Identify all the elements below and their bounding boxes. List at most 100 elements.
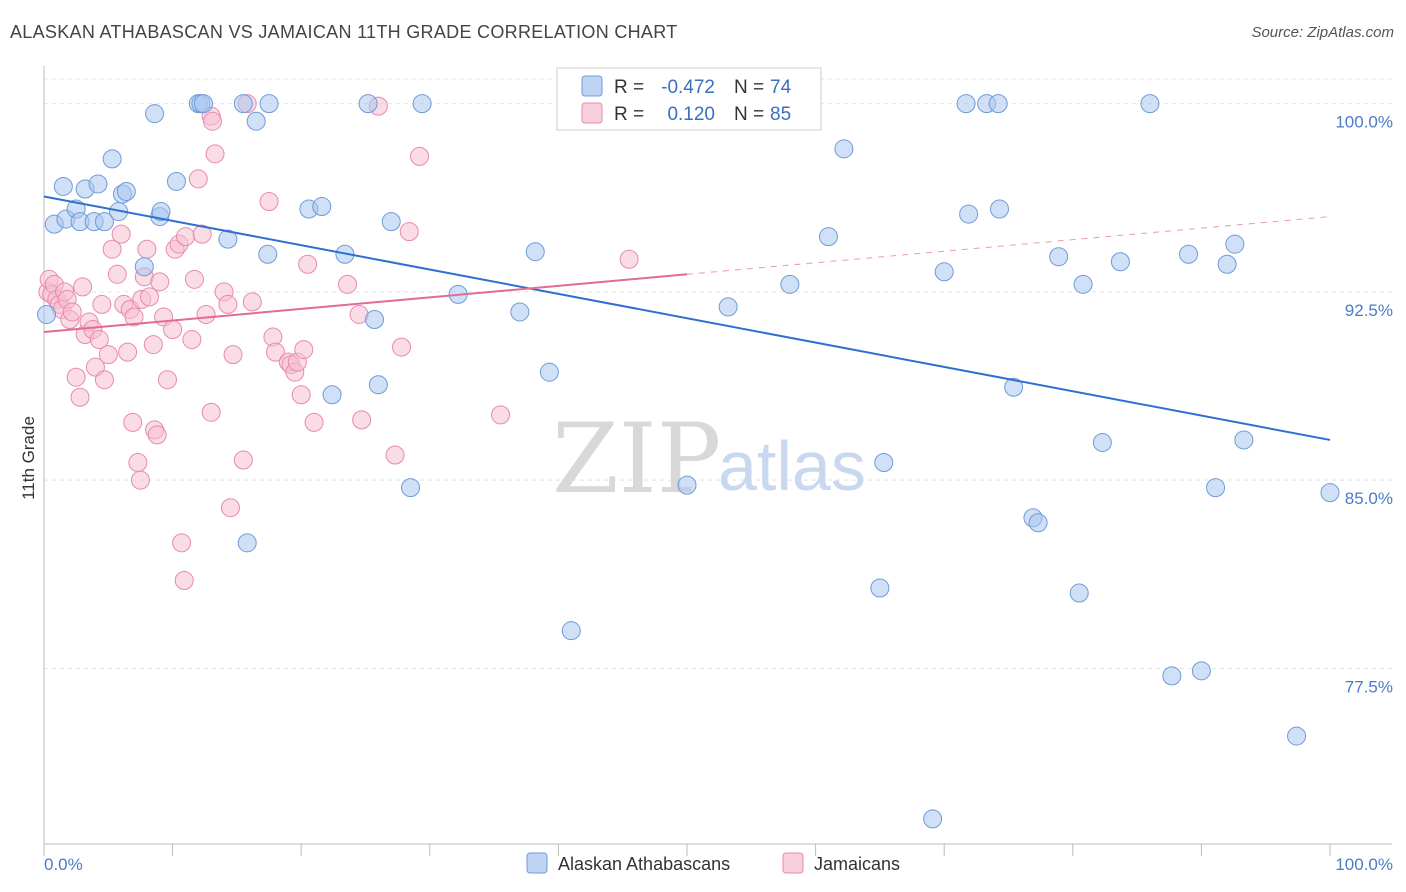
watermark: ZIP atlas bbox=[552, 403, 866, 515]
data-point-athabascans bbox=[1092, 432, 1112, 452]
data-point-athabascans bbox=[88, 174, 108, 194]
data-point-athabascans bbox=[166, 171, 186, 191]
data-point-athabascans bbox=[1191, 661, 1211, 681]
x-tick-label: 100.0% bbox=[1335, 855, 1393, 874]
legend-swatch-blue bbox=[581, 75, 603, 97]
data-point-jamaicans bbox=[147, 425, 167, 445]
series-jamaicans-points bbox=[38, 94, 639, 590]
data-point-jamaicans bbox=[491, 405, 511, 425]
data-point-athabascans bbox=[561, 621, 581, 641]
data-point-jamaicans bbox=[202, 111, 222, 131]
data-point-athabascans bbox=[381, 212, 401, 232]
legend-swatch-pink bbox=[581, 102, 603, 124]
data-point-jamaicans bbox=[184, 269, 204, 289]
data-point-athabascans bbox=[874, 453, 894, 473]
bottom-legend-swatch-blue bbox=[526, 852, 548, 874]
bottom-legend-label-jamaicans: Jamaicans bbox=[814, 854, 900, 874]
data-point-athabascans bbox=[988, 94, 1008, 114]
data-point-jamaicans bbox=[223, 345, 243, 365]
stats-legend: R = -0.472 N = 74 R = 0.120 N = 85 bbox=[556, 67, 822, 131]
data-point-jamaicans bbox=[188, 169, 208, 189]
data-point-jamaicans bbox=[291, 385, 311, 405]
data-point-jamaicans bbox=[242, 292, 262, 312]
data-point-jamaicans bbox=[304, 412, 324, 432]
data-point-athabascans bbox=[322, 385, 342, 405]
data-point-jamaicans bbox=[192, 224, 212, 244]
data-point-athabascans bbox=[510, 302, 530, 322]
data-point-jamaicans bbox=[175, 227, 195, 247]
data-point-jamaicans bbox=[143, 335, 163, 355]
data-point-athabascans bbox=[358, 94, 378, 114]
data-point-jamaicans bbox=[385, 445, 405, 465]
data-point-jamaicans bbox=[150, 272, 170, 292]
data-point-jamaicans bbox=[196, 304, 216, 324]
data-point-athabascans bbox=[237, 533, 257, 553]
bottom-legend-swatch-pink bbox=[782, 852, 804, 874]
data-point-jamaicans bbox=[265, 342, 285, 362]
data-point-jamaicans bbox=[62, 302, 82, 322]
data-point-athabascans bbox=[1162, 666, 1182, 686]
data-point-athabascans bbox=[818, 227, 838, 247]
data-point-jamaicans bbox=[337, 274, 357, 294]
legend-r-value-2: 0.120 bbox=[667, 104, 715, 125]
bottom-legend-label-athabascans: Alaskan Athabascans bbox=[558, 854, 730, 874]
legend-n-label-1: N = bbox=[734, 77, 764, 98]
data-point-athabascans bbox=[412, 94, 432, 114]
data-point-athabascans bbox=[539, 362, 559, 382]
data-point-jamaicans bbox=[130, 470, 150, 490]
y-tick-label: 77.5% bbox=[1345, 677, 1393, 696]
data-point-jamaicans bbox=[172, 533, 192, 553]
data-point-athabascans bbox=[989, 199, 1009, 219]
data-point-athabascans bbox=[193, 94, 213, 114]
legend-r-label-1: R = bbox=[614, 77, 644, 98]
data-point-athabascans bbox=[956, 94, 976, 114]
data-point-athabascans bbox=[145, 104, 165, 124]
data-point-athabascans bbox=[1028, 513, 1048, 533]
data-point-jamaicans bbox=[220, 498, 240, 518]
y-tick-label: 92.5% bbox=[1345, 301, 1393, 320]
source-credit: Source: ZipAtlas.com bbox=[1251, 24, 1394, 41]
trend-lines bbox=[43, 195, 1331, 441]
data-point-athabascans bbox=[870, 578, 890, 598]
data-point-athabascans bbox=[102, 149, 122, 169]
data-point-athabascans bbox=[401, 478, 421, 498]
legend-r-value-1: -0.472 bbox=[661, 77, 715, 98]
data-point-jamaicans bbox=[118, 342, 138, 362]
data-point-athabascans bbox=[259, 94, 279, 114]
data-point-athabascans bbox=[834, 139, 854, 159]
y-tick-labels: 100.0% 92.5% 85.0% 77.5% bbox=[1335, 113, 1393, 697]
data-point-jamaicans bbox=[73, 277, 93, 297]
series-legend: Alaskan Athabascans Jamaicans bbox=[526, 852, 900, 874]
data-point-athabascans bbox=[1206, 478, 1226, 498]
data-point-jamaicans bbox=[107, 264, 127, 284]
y-tick-label: 85.0% bbox=[1345, 489, 1393, 508]
trend-line-jamaicans bbox=[43, 273, 688, 334]
data-point-athabascans bbox=[246, 111, 266, 131]
data-point-jamaicans bbox=[205, 144, 225, 164]
data-point-athabascans bbox=[1073, 274, 1093, 294]
data-point-athabascans bbox=[233, 94, 253, 114]
data-point-jamaicans bbox=[111, 224, 131, 244]
trend-line-athabascans bbox=[43, 195, 1331, 441]
data-point-athabascans bbox=[934, 262, 954, 282]
watermark-zip: ZIP bbox=[552, 403, 721, 515]
series-alaskan-athabascans-points bbox=[37, 94, 1340, 829]
data-point-jamaicans bbox=[94, 370, 114, 390]
data-point-athabascans bbox=[365, 309, 385, 329]
data-point-athabascans bbox=[37, 304, 57, 324]
data-point-jamaicans bbox=[294, 340, 314, 360]
data-point-athabascans bbox=[923, 809, 943, 829]
data-point-athabascans bbox=[218, 229, 238, 249]
legend-r-label-2: R = bbox=[614, 104, 644, 125]
data-point-athabascans bbox=[94, 212, 114, 232]
data-point-athabascans bbox=[368, 375, 388, 395]
data-point-jamaicans bbox=[102, 239, 122, 259]
x-tick-labels: 0.0% 100.0% bbox=[44, 855, 1393, 874]
data-point-jamaicans bbox=[298, 254, 318, 274]
data-point-athabascans bbox=[1320, 483, 1340, 503]
data-point-athabascans bbox=[1049, 247, 1069, 267]
data-point-jamaicans bbox=[128, 453, 148, 473]
data-point-jamaicans bbox=[92, 294, 112, 314]
legend-n-value-1: 74 bbox=[770, 77, 792, 98]
